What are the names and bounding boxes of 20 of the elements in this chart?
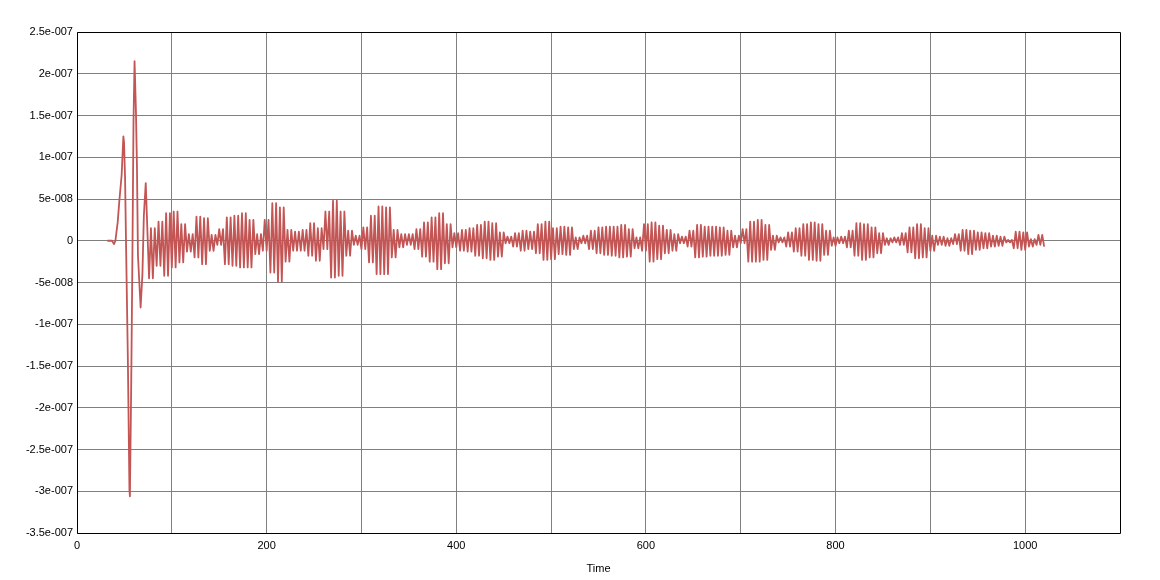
y-tick-label: 2.5e-007 (29, 25, 73, 38)
y-tick-label: -2.5e-007 (25, 442, 73, 455)
y-tick-label: -1e-007 (35, 317, 73, 330)
x-axis-title: Time (586, 562, 611, 575)
y-tick-label: -3.5e-007 (25, 526, 73, 539)
y-tick-label: -1.5e-007 (25, 359, 73, 372)
x-tick-label: 600 (636, 538, 656, 551)
x-tick-label: 200 (257, 538, 276, 551)
x-tick-label: 0 (73, 538, 81, 551)
x-tick-label: 800 (826, 538, 845, 551)
x-tick-label: 400 (447, 538, 466, 551)
y-tick-label: -2e-007 (35, 400, 73, 413)
x-tick-label: 1000 (1012, 538, 1038, 551)
y-tick-label: -5e-008 (35, 275, 73, 288)
y-tick-label: -3e-007 (35, 484, 73, 497)
y-tick-label: 0 (66, 233, 73, 246)
y-tick-label: 1.5e-007 (29, 108, 73, 121)
y-tick-label: 5e-008 (38, 192, 73, 205)
y-tick-label: 1e-007 (38, 150, 73, 163)
y-tick-label: 2e-007 (38, 66, 73, 79)
